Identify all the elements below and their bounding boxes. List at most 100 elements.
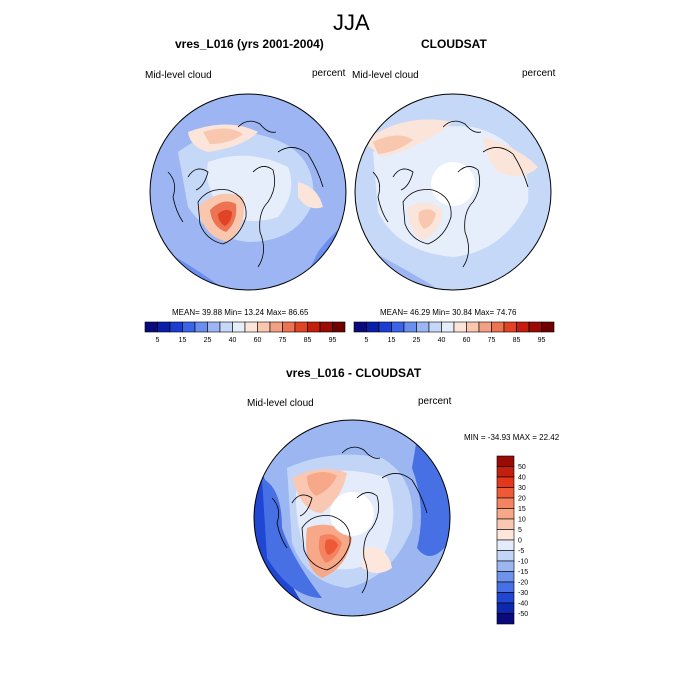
colorbar-top-1: 5 15 25 40 60 75 85 95 (144, 321, 346, 344)
panel-2-min-label: Min= (432, 308, 450, 317)
colorbar-diff-tick-label: -10 (518, 559, 528, 566)
panel-2-map-border (354, 93, 552, 291)
panel-2-pole-hole (431, 162, 475, 206)
colorbar-diff-swatch (496, 518, 515, 530)
colorbar-top-1-tick-label: 85 (304, 337, 312, 344)
colorbar-diff-swatch (496, 466, 515, 478)
panel-2-right-label: percent (522, 68, 556, 79)
colorbar-top-1-swatch (144, 321, 158, 333)
panel-2-mean-label: MEAN= (380, 308, 408, 317)
panel-3-minmax: MIN = -34.93 MAX = 22.42 (464, 433, 560, 442)
colorbar-top-1-swatch (207, 321, 221, 333)
panel-1-min-value: 13.24 (244, 308, 265, 317)
colorbar-diff-swatch (496, 508, 515, 520)
panel-1-max-label: Max= (266, 308, 287, 317)
panel-2-left-label: Mid-level cloud (352, 70, 419, 81)
panel-2-min-value: 30.84 (452, 308, 473, 317)
colorbar-top-2-swatch (403, 321, 417, 333)
colorbar-top-1-swatch (294, 321, 308, 333)
colorbar-diff-tick-label: 20 (518, 496, 526, 503)
panel-2-field-pink-right (483, 137, 538, 176)
panel-1-mean-label: MEAN= (172, 308, 200, 317)
colorbar-top-1-swatch (232, 321, 246, 333)
panel-3-field-salmon-top (307, 472, 337, 496)
colorbar-diff-tick-label: 5 (518, 527, 522, 534)
panel-1-field-red-greenland (218, 209, 232, 226)
colorbar-diff-swatch (496, 602, 515, 614)
colorbar-top-2-swatch (428, 321, 442, 333)
colorbar-top-2-swatch (541, 321, 555, 333)
panel-3-coastlines (271, 446, 428, 594)
panel-1-title: vres_L016 (yrs 2001-2004) (175, 37, 324, 51)
colorbar-diff-tick-label: -15 (518, 569, 528, 576)
panel-1-field-darkblue-edge (150, 222, 346, 290)
panel-1-max-value: 86.65 (288, 308, 309, 317)
colorbar-top-2-swatch (491, 321, 505, 333)
colorbar-top-2: 5 15 25 40 60 75 85 95 (353, 321, 555, 344)
panel-2-max-value: 74.76 (496, 308, 517, 317)
colorbar-diff-swatch (496, 476, 515, 488)
colorbar-diff-swatch (496, 571, 515, 583)
colorbar-top-1-swatch (182, 321, 196, 333)
panel-3-right-label: percent (418, 396, 452, 407)
colorbar-diff-tick-label: -20 (518, 580, 528, 587)
panel-2-title: CLOUDSAT (421, 37, 487, 51)
colorbar-diff-swatch (496, 455, 515, 467)
colorbar-top-1-swatch (169, 321, 183, 333)
panel-3-left-label: Mid-level cloud (247, 398, 314, 409)
colorbar-top-1-swatch (257, 321, 271, 333)
colorbar-top-2-tick-label: 15 (388, 337, 396, 344)
panel-1-mean-value: 39.88 (202, 308, 223, 317)
colorbar-top-1-tick-label: 25 (204, 337, 212, 344)
colorbar-top-1-tick-label: 40 (229, 337, 237, 344)
panel-3-map-border (253, 419, 451, 617)
panel-1-stats: MEAN= 39.88 Min= 13.24 Max= 86.65 (172, 308, 308, 317)
colorbar-top-2-tick-label: 85 (513, 337, 521, 344)
colorbar-diff-swatch (496, 497, 515, 509)
colorbar-diff-tick-label: -50 (518, 611, 528, 618)
panel-3-field-red-greenland (324, 539, 338, 555)
colorbar-top-1-tick-label: 15 (179, 337, 187, 344)
colorbar-top-2-tick-label: 95 (538, 337, 546, 344)
panel-1-coastlines (167, 120, 324, 268)
panel-1-map-border (149, 93, 347, 291)
panel-1-min-label: Min= (224, 308, 242, 317)
colorbar-top-2-swatch (478, 321, 492, 333)
colorbar-top-1-swatch (219, 321, 233, 333)
colorbar-diff-swatch (496, 529, 515, 541)
colorbar-top-2-tick-label: 25 (413, 337, 421, 344)
panel-1-field-pink-right (298, 182, 323, 209)
panel-2-field-salmon-greenland (418, 209, 436, 229)
panel-1-polar-map (149, 93, 347, 291)
panel-3-field-blue-right (412, 438, 450, 556)
colorbar-top-1-tick-label: 5 (156, 337, 160, 344)
panel-1-field-salmon-top (203, 128, 243, 144)
colorbar-diff-swatch (496, 592, 515, 604)
panel-2-field-salmon-left (373, 135, 413, 154)
colorbar-top-1-tick-label: 60 (254, 337, 262, 344)
panel-3-polar-map (253, 419, 451, 617)
colorbar-top-2-swatch (441, 321, 455, 333)
colorbar-top-1-swatch (194, 321, 208, 333)
colorbar-top-1-tick-label: 95 (329, 337, 337, 344)
colorbar-diff-tick-label: 10 (518, 517, 526, 524)
panel-2-mean-value: 46.29 (410, 308, 431, 317)
colorbar-top-2-swatch (353, 321, 367, 333)
colorbar-top-1-swatch (157, 321, 171, 333)
panel-3-title: vres_L016 - CLOUDSAT (286, 366, 422, 380)
colorbar-diff-tick-label: -30 (518, 590, 528, 597)
colorbar-top-1-swatch (269, 321, 283, 333)
colorbar-diff-tick-label: -40 (518, 601, 528, 608)
colorbar-diff-tick-label: 40 (518, 475, 526, 482)
panel-2-max-label: Max= (474, 308, 495, 317)
colorbar-diff-tick-label: 0 (518, 538, 522, 545)
colorbar-top-2-swatch (528, 321, 542, 333)
colorbar-top-2-tick-label: 75 (488, 337, 496, 344)
figure-title: JJA (333, 10, 370, 35)
panel-2-stats: MEAN= 46.29 Min= 30.84 Max= 74.76 (380, 308, 516, 317)
panel-1-left-label: Mid-level cloud (145, 70, 212, 81)
panel-3-field-midblue-left (262, 478, 322, 598)
colorbar-top-1-tick-label: 75 (279, 337, 287, 344)
colorbar-top-1-swatch (319, 321, 333, 333)
colorbar-top-2-swatch (466, 321, 480, 333)
